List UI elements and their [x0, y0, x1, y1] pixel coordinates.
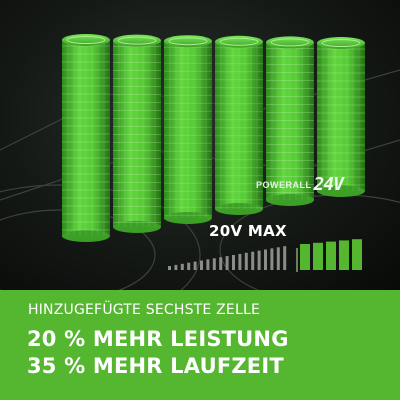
headline-line-runtime: 35 % MEHR LAUFZEIT — [27, 354, 284, 378]
battery-cell — [62, 34, 110, 242]
meter-bar — [270, 248, 274, 270]
meter-bar-highlight — [352, 239, 362, 270]
meter-bar-highlight — [300, 244, 310, 270]
meter-bar — [200, 260, 203, 270]
meter-bar — [238, 253, 242, 270]
meter-bar — [187, 262, 191, 270]
meter-bar — [264, 249, 267, 270]
battery-cell — [215, 35, 263, 215]
meter-bar — [257, 250, 261, 270]
brand-prefix: POWERALL — [256, 179, 312, 190]
meter-bar — [168, 266, 171, 270]
meter-bar — [212, 258, 216, 270]
meter-bar-highlight — [313, 242, 323, 270]
meter-bar-highlight — [326, 241, 336, 270]
meter-bar — [244, 252, 248, 270]
brand-voltage: 24V — [313, 174, 344, 195]
headline-panel: HINZUGEFÜGTE SECHSTE ZELLE 20 % MEHR LEI… — [0, 290, 400, 400]
brand-logo: POWERALL 24V — [256, 174, 344, 195]
headline-subtitle: HINZUGEFÜGTE SECHSTE ZELLE — [28, 302, 261, 318]
battery-cell — [164, 35, 212, 224]
meter-bar — [276, 247, 280, 270]
battery-scene: POWERALL 24V 20V MAX — [0, 0, 400, 290]
meter-bar — [174, 264, 178, 270]
meter-bar-highlight — [339, 240, 349, 270]
battery-cell — [266, 36, 314, 206]
scene-graphics — [0, 34, 400, 290]
meter-bar — [232, 255, 235, 270]
meter-bar — [193, 261, 197, 270]
meter-bar — [283, 246, 287, 270]
meter-bar — [206, 259, 210, 270]
meter-bar — [180, 263, 184, 270]
battery-cell — [113, 34, 161, 233]
voltage-label: 20V MAX — [209, 222, 287, 240]
battery-cells — [62, 34, 365, 242]
level-meter — [168, 239, 362, 270]
meter-bar — [251, 251, 255, 270]
battery-cell — [317, 37, 365, 197]
meter-bar — [219, 257, 223, 270]
headline-line-power: 20 % MEHR LEISTUNG — [27, 327, 289, 351]
meter-bar — [225, 256, 229, 270]
